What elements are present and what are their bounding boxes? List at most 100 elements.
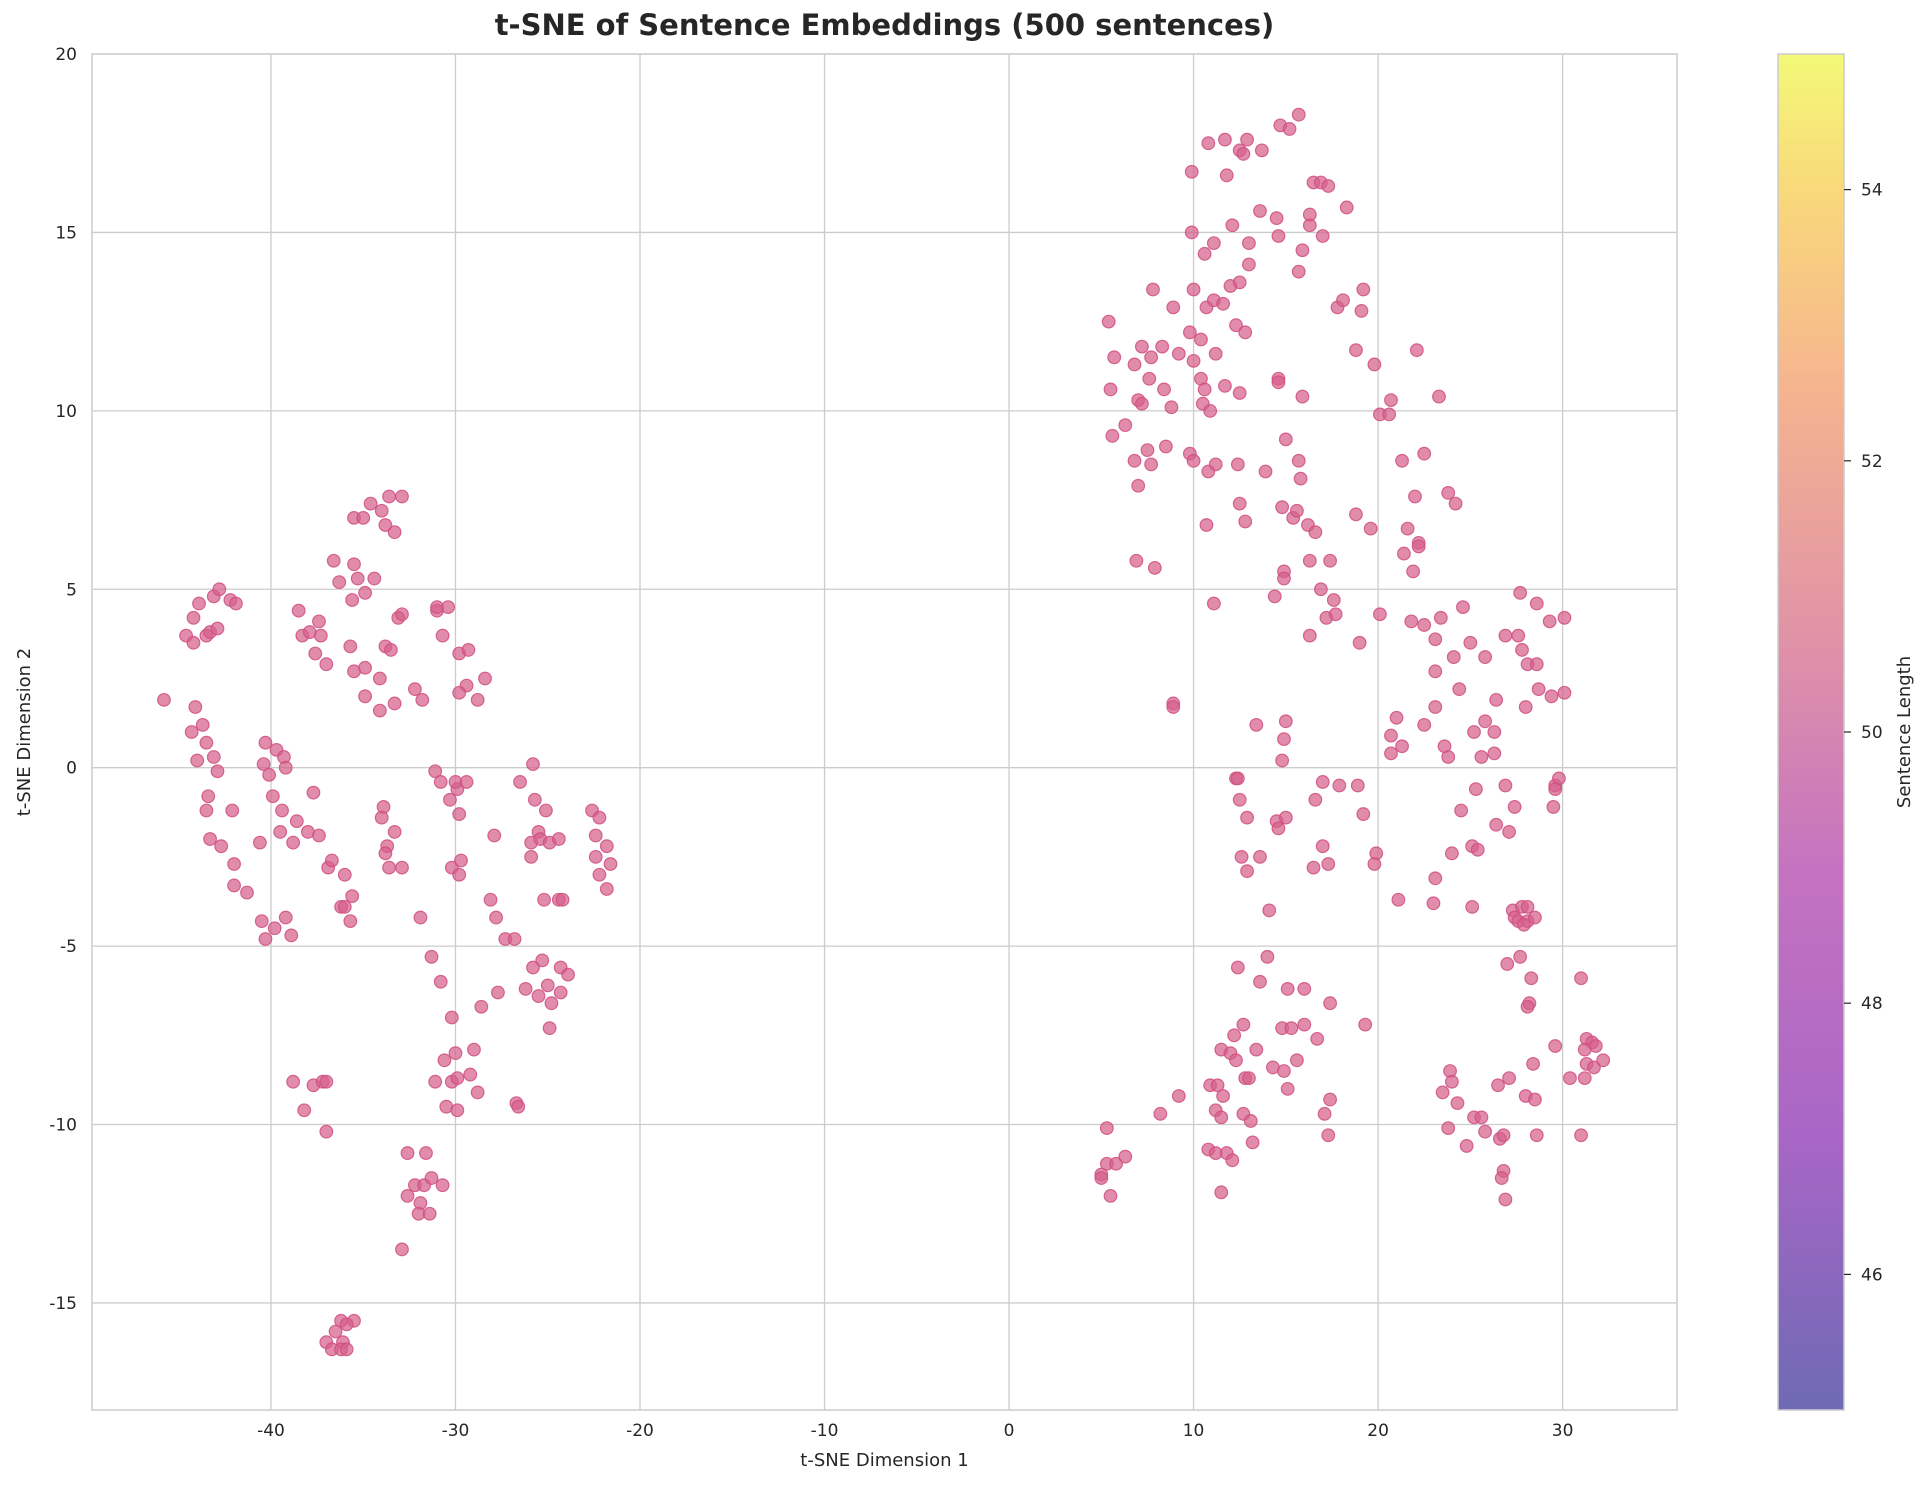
data-point (1350, 778, 1365, 793)
data-point (433, 775, 448, 789)
data-point (1428, 700, 1443, 714)
data-point (350, 571, 365, 586)
data-point (339, 1317, 354, 1332)
data-point (328, 1324, 343, 1339)
y-tick-label: 0 (66, 759, 77, 779)
data-point (367, 571, 382, 586)
data-point (461, 643, 476, 657)
data-point (358, 585, 372, 600)
data-point (1295, 243, 1310, 258)
x-tick-label: 0 (1004, 1421, 1015, 1441)
data-point (1315, 839, 1330, 854)
data-point (1197, 382, 1212, 397)
data-point (203, 832, 217, 846)
data-point (1201, 136, 1216, 151)
data-point (1253, 204, 1267, 218)
y-tick-label: -10 (49, 1116, 77, 1136)
data-point (1363, 521, 1378, 536)
colorbar-tick-label: 50 (1861, 723, 1883, 743)
data-point (1489, 692, 1504, 707)
data-point (212, 582, 227, 597)
data-point (1339, 200, 1354, 215)
data-point (1249, 1042, 1264, 1057)
data-point (1323, 1092, 1338, 1107)
data-point (1444, 846, 1459, 861)
x-tick-label: -40 (257, 1421, 285, 1441)
data-point (1184, 164, 1199, 179)
data-point (1164, 400, 1179, 415)
data-point (428, 1074, 443, 1089)
data-point (1232, 496, 1247, 511)
data-point (474, 999, 489, 1014)
data-point (1171, 346, 1186, 361)
data-point (1253, 849, 1267, 864)
data-point (1291, 453, 1306, 468)
data-point (441, 600, 456, 615)
data-point (437, 1053, 452, 1068)
y-tick-label: 10 (55, 402, 77, 422)
data-point (1267, 589, 1282, 604)
data-point (540, 978, 555, 993)
data-point (459, 775, 474, 789)
data-point (1302, 553, 1317, 568)
data-point (444, 1010, 459, 1025)
data-point (1186, 353, 1201, 368)
data-point (1313, 582, 1328, 597)
data-point (1468, 782, 1483, 796)
data-point (1384, 728, 1398, 743)
colorbar-ticks: 46 48 50 52 54 (1844, 181, 1883, 1285)
data-point (254, 914, 269, 929)
data-point (319, 657, 334, 672)
data-point (1428, 632, 1443, 647)
data-point (1478, 1124, 1493, 1139)
data-point (526, 960, 540, 975)
data-point (1513, 949, 1528, 964)
data-point (157, 692, 171, 707)
data-point (424, 949, 439, 964)
data-point (400, 1146, 415, 1160)
x-tick-label: -20 (626, 1421, 654, 1441)
colorbar-label: Sentence Length (1894, 656, 1915, 808)
data-point (387, 825, 402, 839)
data-point (356, 510, 371, 525)
data-point (1308, 792, 1323, 807)
data-point (1197, 246, 1212, 261)
data-point (1498, 628, 1513, 643)
data-point (1496, 1128, 1511, 1143)
data-point (1326, 593, 1341, 607)
data-point (1557, 685, 1572, 700)
data-point (332, 575, 347, 590)
data-point (358, 689, 372, 704)
data-point (324, 853, 339, 868)
y-tick-label: -15 (49, 1294, 77, 1314)
data-point (378, 518, 393, 532)
data-point (1474, 1110, 1489, 1125)
data-point (588, 828, 603, 843)
colorbar-tick-label: 52 (1861, 452, 1883, 472)
data-point (378, 846, 393, 861)
data-point (1474, 750, 1489, 764)
data-point (1528, 1092, 1542, 1107)
data-point (1238, 514, 1253, 529)
data-point (1358, 1017, 1373, 1032)
data-point (382, 489, 396, 504)
data-point (1127, 453, 1142, 468)
data-point (1242, 236, 1256, 251)
data-point (452, 867, 467, 882)
data-point (1214, 1185, 1229, 1200)
data-point (384, 643, 398, 657)
data-point (1208, 346, 1223, 361)
data-point (1103, 382, 1118, 397)
data-point (1441, 1121, 1456, 1135)
data-point (450, 1071, 465, 1086)
data-point (424, 1171, 439, 1185)
data-point (1433, 610, 1448, 625)
data-point (1271, 229, 1286, 243)
data-point (1284, 1021, 1299, 1036)
data-point (1548, 782, 1563, 796)
data-point (1596, 1053, 1611, 1068)
data-point (1367, 857, 1382, 871)
data-point (415, 692, 430, 707)
data-point (1210, 1078, 1225, 1093)
data-point (1236, 1017, 1251, 1032)
